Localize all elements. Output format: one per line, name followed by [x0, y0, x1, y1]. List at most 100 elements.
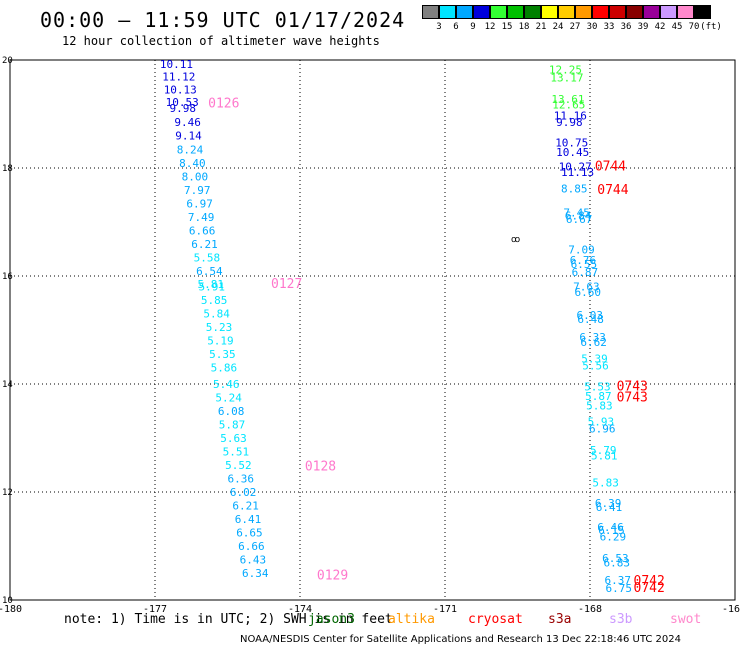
- pass-time-label: 0743: [617, 379, 648, 394]
- wave-height-label: 10.13: [164, 83, 197, 96]
- footer-credit: NOAA/NESDIS Center for Satellite Applica…: [240, 634, 682, 645]
- wave-height-label: 6.29: [600, 531, 627, 544]
- wave-height-label: 12.25: [549, 64, 582, 77]
- wave-height-label: 5.81: [198, 278, 225, 291]
- satellite-s3b: s3b: [609, 612, 633, 627]
- wave-height-label: 7.97: [184, 184, 211, 197]
- wave-height-label: 6.66: [189, 224, 216, 237]
- lat-tick-label: 16: [2, 272, 13, 282]
- wave-height-label: 5.87: [219, 418, 246, 431]
- wave-height-label: 6.53: [602, 552, 629, 565]
- wave-height-label: 5.53: [584, 380, 611, 393]
- wave-height-label: 6.76: [570, 254, 597, 267]
- scale-swatch: [456, 5, 473, 19]
- scale-swatch: [422, 5, 439, 19]
- lat-tick-label: 14: [2, 380, 13, 390]
- lon-tick-label: -177: [143, 604, 167, 615]
- wave-height-label: 6.37: [605, 574, 632, 587]
- wave-height-label: 8.85: [561, 182, 588, 195]
- wave-height-label: 6.75: [605, 582, 632, 595]
- wave-height-label: 5.83: [592, 477, 619, 490]
- wave-height-label: 6.46: [597, 521, 624, 534]
- scale-swatch: [643, 5, 660, 19]
- wave-height-label: 6.83: [604, 557, 631, 570]
- scale-label: 42: [654, 22, 666, 32]
- wave-height-label: 5.81: [591, 450, 618, 463]
- wave-height-label: 9.14: [175, 129, 202, 142]
- wave-height-label: 9.98: [556, 116, 583, 129]
- lat-lon-grid: [10, 60, 735, 600]
- pass-time-label: 0742: [634, 581, 665, 596]
- wave-height-label: 5.86: [211, 362, 238, 375]
- wave-height-label: 6.41: [235, 513, 262, 526]
- wave-height-label: 6.15: [598, 524, 625, 537]
- wave-height-label: 5.51: [223, 445, 250, 458]
- wave-height-label: 5.23: [206, 321, 233, 334]
- satellite-altika: altika: [388, 612, 435, 627]
- wave-height-label: 6.41: [596, 501, 623, 514]
- wave-height-label: 5.56: [582, 359, 609, 372]
- wave-height-label: 5.79: [590, 444, 617, 457]
- lon-tick-label: -180: [0, 604, 22, 615]
- scale-swatch: [575, 5, 592, 19]
- pass-time-label: 0126: [208, 97, 239, 112]
- pass-time-label: 0742: [634, 574, 665, 589]
- wave-height-label: 5.58: [194, 251, 221, 264]
- wave-height-label: 5.91: [199, 281, 226, 294]
- scale-label: 24: [552, 22, 564, 32]
- wave-height-label: 6.62: [580, 336, 607, 349]
- wave-height-labels: 10.1111.1210.1310.539.989.469.148.248.40…: [160, 58, 632, 595]
- wave-height-label: 6.96: [589, 423, 616, 436]
- wave-height-label: 5.85: [201, 294, 228, 307]
- wave-height-label: 10.45: [556, 146, 589, 159]
- wave-height-label: 6.39: [595, 497, 622, 510]
- scale-swatch: [609, 5, 626, 19]
- legend-note: note: 1) Time is in UTC; 2) SWH is in fe…: [64, 612, 393, 627]
- scale-swatch: [592, 5, 609, 19]
- wave-height-label: 5.39: [581, 352, 608, 365]
- wave-height-label: 6.84: [565, 209, 592, 222]
- lon-tick-label: -168: [578, 604, 602, 615]
- wave-height-label: 5.19: [207, 335, 234, 348]
- scale-label: 21: [535, 22, 547, 32]
- wave-height-label: 10.27: [559, 161, 592, 174]
- wave-height-label: 5.87: [585, 390, 612, 403]
- wave-height-label: 13.61: [551, 93, 584, 106]
- wave-height-label: 6.67: [566, 213, 593, 226]
- wave-height-label: 5.52: [225, 459, 252, 472]
- wave-height-label: 8.00: [182, 170, 209, 183]
- pass-time-label: 0129: [317, 568, 348, 583]
- island-marker: ꝏ: [511, 235, 521, 245]
- wave-height-label: 10.53: [166, 96, 199, 109]
- scale-label: 18: [518, 22, 530, 32]
- map-frame: [9, 59, 736, 601]
- wave-height-label: 5.93: [588, 416, 615, 429]
- map-subtitle: 12 hour collection of altimeter wave hei…: [62, 34, 380, 48]
- wave-height-label: 7.09: [568, 243, 595, 256]
- wave-height-label: 7.45: [563, 207, 590, 220]
- wave-height-label: 11.12: [162, 71, 195, 84]
- wave-height-label: 11.16: [554, 109, 587, 122]
- wave-height-label: 6.21: [191, 238, 218, 251]
- scale-swatch: [524, 5, 541, 19]
- wave-height-label: 8.40: [179, 157, 206, 170]
- scale-swatch: [490, 5, 507, 19]
- scale-label: 33: [603, 22, 615, 32]
- wave-height-label: 6.60: [575, 286, 602, 299]
- satellite-jason3: jason3: [308, 612, 355, 627]
- pass-time-label: 0743: [617, 390, 648, 405]
- wave-height-label: 5.63: [220, 432, 247, 445]
- scale-unit: (ft): [700, 22, 722, 32]
- lon-tick-label: -174: [288, 604, 312, 615]
- wave-height-label: 5.46: [213, 378, 240, 391]
- wave-height-label: 6.34: [242, 567, 269, 580]
- wave-height-label: 6.54: [196, 265, 223, 278]
- scale-label: 12: [484, 22, 496, 32]
- scale-label: 36: [620, 22, 632, 32]
- lat-tick-label: 10: [2, 596, 13, 606]
- scale-label: 70: [688, 22, 700, 32]
- wave-height-label: 6.03: [576, 309, 603, 322]
- wave-height-label: 13.17: [550, 72, 583, 85]
- wave-height-label: 5.24: [215, 391, 242, 404]
